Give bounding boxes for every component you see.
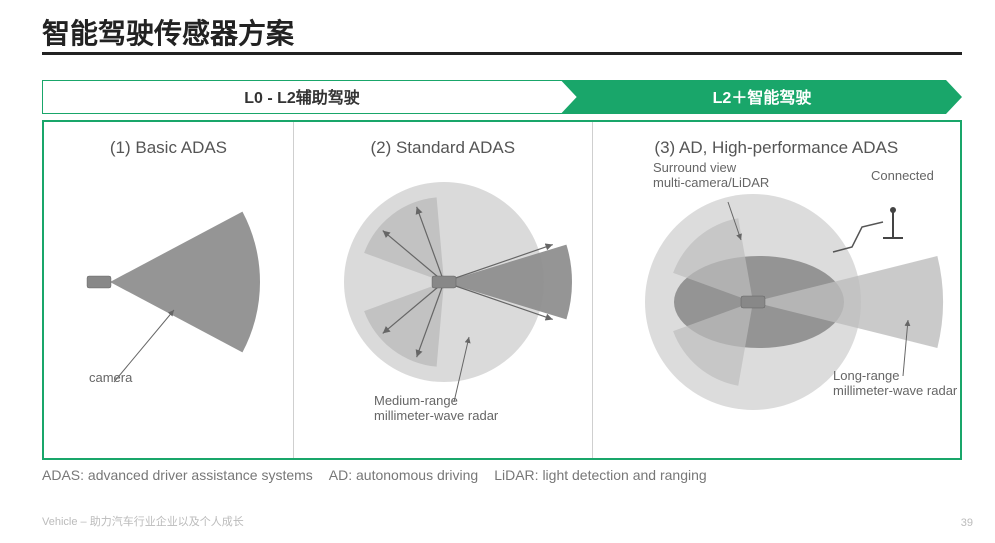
svg-text:L0 - L2辅助驾驶: L0 - L2辅助驾驶 <box>244 88 360 107</box>
legend-row: ADAS: advanced driver assistance systems… <box>42 467 962 483</box>
svg-text:millimeter-wave radar: millimeter-wave radar <box>833 383 958 398</box>
svg-text:multi-camera/LiDAR: multi-camera/LiDAR <box>653 175 769 190</box>
panels-container: (1) Basic ADAScamera(2) Standard ADASMed… <box>42 120 962 460</box>
footer-text: Vehicle – 助力汽车行业企业以及个人成长 <box>42 513 244 529</box>
sensor-diagram: camera <box>44 122 294 458</box>
svg-text:L2＋智能驾驶: L2＋智能驾驶 <box>713 88 812 107</box>
panel-3: (3) AD, High-performance ADASSurround vi… <box>592 122 960 458</box>
svg-text:millimeter-wave radar: millimeter-wave radar <box>374 408 499 423</box>
panel-1: (1) Basic ADAScamera <box>44 122 293 458</box>
car-icon <box>432 276 456 288</box>
legend-item: LiDAR: light detection and ranging <box>494 467 706 483</box>
title-underline <box>42 52 962 55</box>
legend-item: ADAS: advanced driver assistance systems <box>42 467 313 483</box>
svg-text:camera: camera <box>89 370 133 385</box>
svg-text:Surround view: Surround view <box>653 160 737 175</box>
legend-item: AD: autonomous driving <box>329 467 478 483</box>
panel-2: (2) Standard ADASMedium-rangemillimeter-… <box>293 122 592 458</box>
car-icon <box>87 276 111 288</box>
level-band: L0 - L2辅助驾驶 L2＋智能驾驶 <box>42 80 962 114</box>
car-icon <box>741 296 765 308</box>
sensor-diagram: Medium-rangemillimeter-wave radar <box>294 122 594 458</box>
band-svg: L0 - L2辅助驾驶 L2＋智能驾驶 <box>42 80 962 114</box>
sensor-diagram: Surround viewmulti-camera/LiDAR Connected… <box>593 122 963 458</box>
page-title: 智能驾驶传感器方案 <box>42 12 294 52</box>
svg-text:Long-range: Long-range <box>833 368 900 383</box>
svg-text:Medium-range: Medium-range <box>374 393 458 408</box>
svg-text:Connected: Connected <box>871 168 934 183</box>
page-number: 39 <box>961 517 973 529</box>
